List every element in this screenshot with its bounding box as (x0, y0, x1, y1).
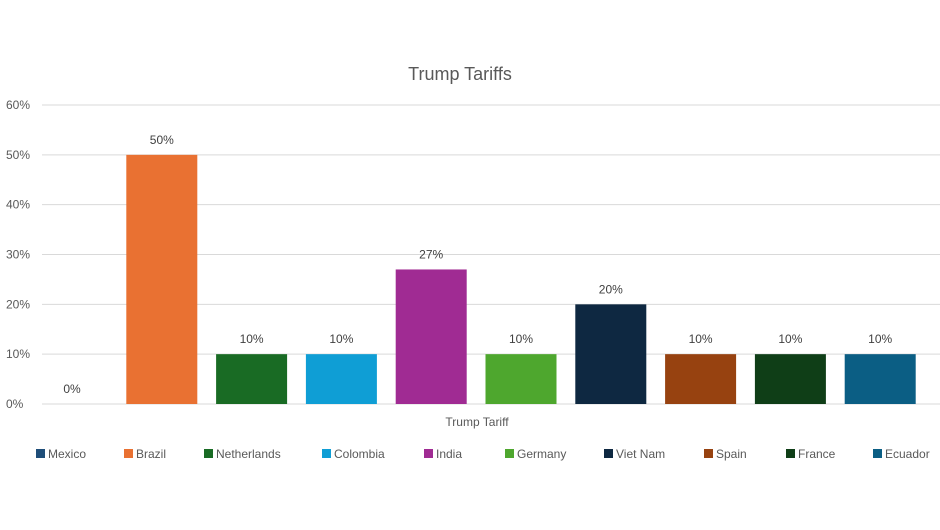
data-label: 10% (329, 332, 353, 346)
bar-germany (485, 354, 557, 404)
legend-label: Spain (716, 447, 747, 461)
legend-item: India (424, 447, 462, 461)
legend-item: Mexico (36, 447, 86, 461)
y-tick-label: 50% (6, 148, 30, 162)
data-label: 10% (778, 332, 802, 346)
legend-swatch (604, 449, 613, 458)
legend-label: Ecuador (885, 447, 930, 461)
legend-item: Brazil (124, 447, 166, 461)
legend-swatch (322, 449, 331, 458)
data-label: 10% (240, 332, 264, 346)
legend-item: Netherlands (204, 447, 281, 461)
legend-item: Ecuador (873, 447, 930, 461)
data-labels: 0% 50% 10% 10% 27% 10% 20% 10% 10% 10% (63, 133, 892, 396)
bars (126, 154, 916, 404)
legend-swatch (124, 449, 133, 458)
data-label: 10% (868, 332, 892, 346)
legend-label: Brazil (136, 447, 166, 461)
legend-item: Colombia (322, 447, 385, 461)
legend-label: Colombia (334, 447, 385, 461)
x-axis-category-label: Trump Tariff (445, 415, 509, 429)
legend-swatch (786, 449, 795, 458)
bar-spain (665, 354, 737, 404)
y-tick-label: 20% (6, 297, 30, 311)
data-label: 10% (509, 332, 533, 346)
y-axis-ticks: 0% 10% 20% 30% 40% 50% 60% (6, 98, 30, 411)
y-tick-label: 60% (6, 98, 30, 112)
legend-item: Germany (505, 447, 566, 461)
legend-label: Germany (517, 447, 566, 461)
legend-swatch (873, 449, 882, 458)
y-tick-label: 40% (6, 198, 30, 212)
bar-netherlands (216, 354, 288, 404)
legend-label: Netherlands (216, 447, 281, 461)
data-label: 10% (689, 332, 713, 346)
legend: Mexico Brazil Netherlands Colombia India Germ… (36, 447, 930, 461)
legend-label: Mexico (48, 447, 86, 461)
legend-swatch (424, 449, 433, 458)
legend-label: France (798, 447, 836, 461)
legend-swatch (204, 449, 213, 458)
data-label: 20% (599, 282, 623, 296)
y-tick-label: 30% (6, 248, 30, 262)
chart-title: Trump Tariffs (408, 64, 512, 84)
legend-swatch (505, 449, 514, 458)
y-tick-label: 0% (6, 397, 24, 411)
bar-ecuador (844, 354, 916, 404)
data-label: 50% (150, 133, 174, 147)
data-label: 27% (419, 247, 443, 261)
legend-item: Viet Nam (604, 447, 665, 461)
bar-viet-nam (575, 304, 647, 404)
bar-india (395, 269, 467, 404)
data-label: 0% (63, 382, 81, 396)
legend-item: France (786, 447, 836, 461)
legend-label: Viet Nam (616, 447, 665, 461)
y-tick-label: 10% (6, 347, 30, 361)
legend-item: Spain (704, 447, 747, 461)
legend-label: India (436, 447, 462, 461)
bar-france (754, 354, 826, 404)
bar-colombia (305, 354, 377, 404)
bar-brazil (126, 154, 198, 404)
legend-swatch (36, 449, 45, 458)
legend-swatch (704, 449, 713, 458)
